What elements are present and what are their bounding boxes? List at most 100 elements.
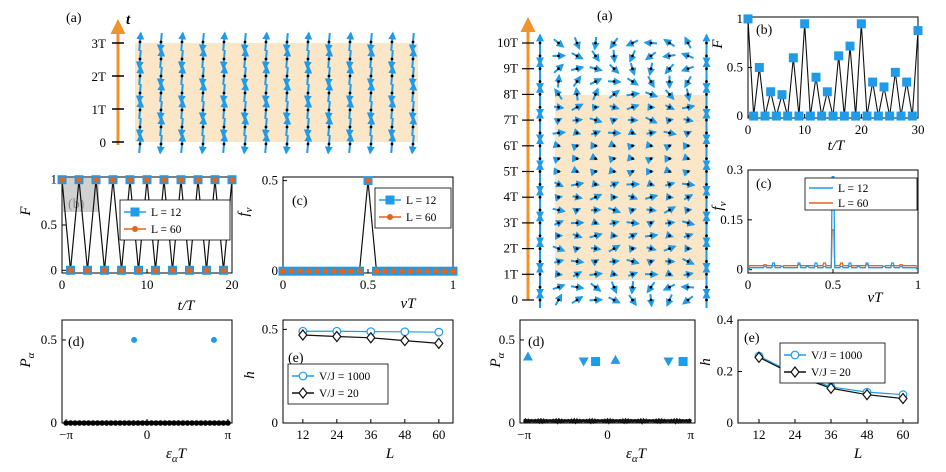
left-c-l60-point-12 [382, 268, 388, 275]
right-d-point-4 [663, 357, 674, 367]
right-a-arrow-5-6-dot [631, 221, 634, 225]
right-b-xlabel-main: t/T [828, 138, 846, 154]
right-a-arrow-8-7-dot [686, 208, 690, 212]
left-a-arrow-5-2-dot [243, 108, 247, 112]
right-a-arrow-9-14-dot [705, 118, 708, 122]
right-a-arrow-9-5-dot [705, 234, 708, 238]
left-a-arrow-6-6-dot [264, 40, 268, 44]
left-d-xtick-label-1: 0 [144, 427, 151, 442]
right-a-arrow-5-0-dot [631, 298, 634, 302]
left-d-zero-point-12 [117, 420, 123, 426]
left-b-ytick-label-1: 0.5 [41, 217, 57, 232]
right-a-arrow-3-14-dot [594, 118, 597, 122]
left-d-zero-point-1 [67, 420, 74, 426]
right-a-arrow-1-5-dot [557, 234, 560, 238]
right-a-spin-arrows [536, 33, 711, 308]
left-a-arrow-6-2-dot [264, 108, 268, 112]
right-e-legend [779, 342, 886, 384]
right-a-arrow-9-7-dot [705, 208, 708, 212]
left-e-1000-point-4 [434, 327, 444, 337]
left-d-zero-point-36 [225, 420, 231, 426]
left-d-zero-point-11 [112, 420, 119, 426]
right-a-arrow-3-20-dot [594, 41, 597, 45]
right-e-legend-marker-1 [790, 366, 800, 378]
left-b-legend-text-0: L = 12 [151, 207, 182, 219]
left-d-zero-point-5 [85, 420, 92, 426]
left-a-arrow-13-1-dot [411, 125, 415, 129]
left-c-l60-point-2 [297, 268, 303, 275]
right-b-point-15 [828, 111, 838, 121]
left-a-arrow-7-2-dot [285, 108, 289, 112]
right-a-ticks: 0 1T 2T 3T 4T 5T 6T 7T 8T 9T 10T [497, 35, 534, 307]
right-d-xtick-label-1: 0 [604, 427, 611, 442]
right-a-arrow-7-1-dot [668, 285, 671, 289]
right-e-xlabel: L [853, 446, 862, 462]
left-e-legend-marker-1 [298, 387, 308, 399]
left-c-l60-point-1 [288, 268, 295, 275]
right-a-arrow-7-5-dot [668, 234, 671, 238]
left-d-zero-point-31 [202, 420, 209, 426]
right-c-xtick-label-1: 0.5 [825, 277, 841, 292]
right-b-xtick-label-3: 30 [912, 122, 925, 137]
left-b-xtick-label-0: 0 [59, 277, 66, 292]
right-a-arrow-5-17-dot [631, 80, 634, 83]
right-a-arrow-7-8-dot [668, 195, 671, 199]
left-c-xlabel: νT [401, 296, 418, 312]
left-b-ytick-label-2: 1 [51, 172, 58, 187]
right-a-arrow-4-7-dot [612, 208, 616, 212]
right-a-arrow-7-15-dot [668, 105, 671, 109]
right-b-xlabel: t/T [828, 138, 846, 154]
left-d-zero-point-19 [148, 420, 155, 426]
left-b-l60-point-13 [169, 267, 176, 274]
left-e-legend-text-0: V/J = 1000 [319, 371, 370, 383]
right-b-point-21 [862, 111, 872, 121]
left-c-l60-point-19 [441, 268, 448, 275]
left-d-ytick-label-1: 0.5 [41, 332, 57, 347]
right-b-point-4 [766, 87, 776, 97]
right-a-arrow-3-4-dot [594, 247, 597, 251]
left-c-l60-point-5 [322, 268, 329, 275]
left-c-legend-marker-0 [385, 195, 395, 205]
right-c-ytick-label-2: 0.3 [727, 162, 743, 177]
right-a-arrow-2-1-dot [575, 285, 579, 289]
right-e-20-point-2 [826, 382, 836, 395]
right-a-arrow-5-12-dot [631, 144, 634, 148]
right-a-arrow-2-7-dot [575, 208, 579, 212]
right-e-xtick-label-4: 60 [897, 427, 910, 442]
left-a-arrow-10-1-dot [348, 125, 352, 129]
right-a-arrow-1-16-dot [557, 93, 560, 96]
right-a-arrow-2-13-dot [575, 131, 579, 135]
right-a-arrow-7-2-dot [668, 272, 671, 276]
right-e-ytick-label-0: 0 [727, 415, 734, 430]
right-a-arrow-8-14-dot [686, 118, 690, 122]
left-e-20-point-0 [298, 329, 308, 341]
right-a-arrow-8-9-dot [686, 182, 690, 186]
left-a-arrow-1-3-dot [159, 91, 163, 95]
left-c-legend-text-1: L = 60 [406, 212, 437, 224]
left-d-ytick-label-0: 0 [51, 415, 58, 430]
right-a-arrow-7-6-dot [668, 221, 671, 225]
left-c-l60-point-0 [280, 268, 286, 275]
right-b-point-3 [760, 111, 770, 121]
right-a-arrow-2-18-dot [575, 67, 579, 71]
right-a-arrow-5-13-dot [631, 131, 634, 135]
right-d-xlabel-tail: T [638, 446, 648, 462]
right-a-arrow-9-12-dot [705, 144, 708, 148]
right-e-20-point-0 [754, 351, 764, 364]
right-a-arrow-4-0-dot [612, 298, 616, 302]
left-a-arrow-8-2-dot [306, 108, 310, 112]
left-d-zero-point-2 [72, 420, 78, 426]
left-a-arrow-12-6-dot [390, 40, 394, 44]
right-e-panel-label: (e) [744, 331, 760, 346]
right-c-l12-line [748, 175, 918, 271]
right-a-arrow-6-13-dot [649, 131, 653, 135]
right-e-ytick-label-2: 0.4 [717, 312, 734, 327]
left-a-arrow-8-0-dot [306, 142, 310, 146]
left-e-20-point-4 [434, 337, 444, 350]
right-a-arrow-8-8-dot [686, 195, 690, 199]
left-c-panel-label: (c) [292, 194, 308, 209]
right-a-arrow-1-18-dot [557, 67, 560, 71]
right-b-point-18 [845, 41, 855, 51]
